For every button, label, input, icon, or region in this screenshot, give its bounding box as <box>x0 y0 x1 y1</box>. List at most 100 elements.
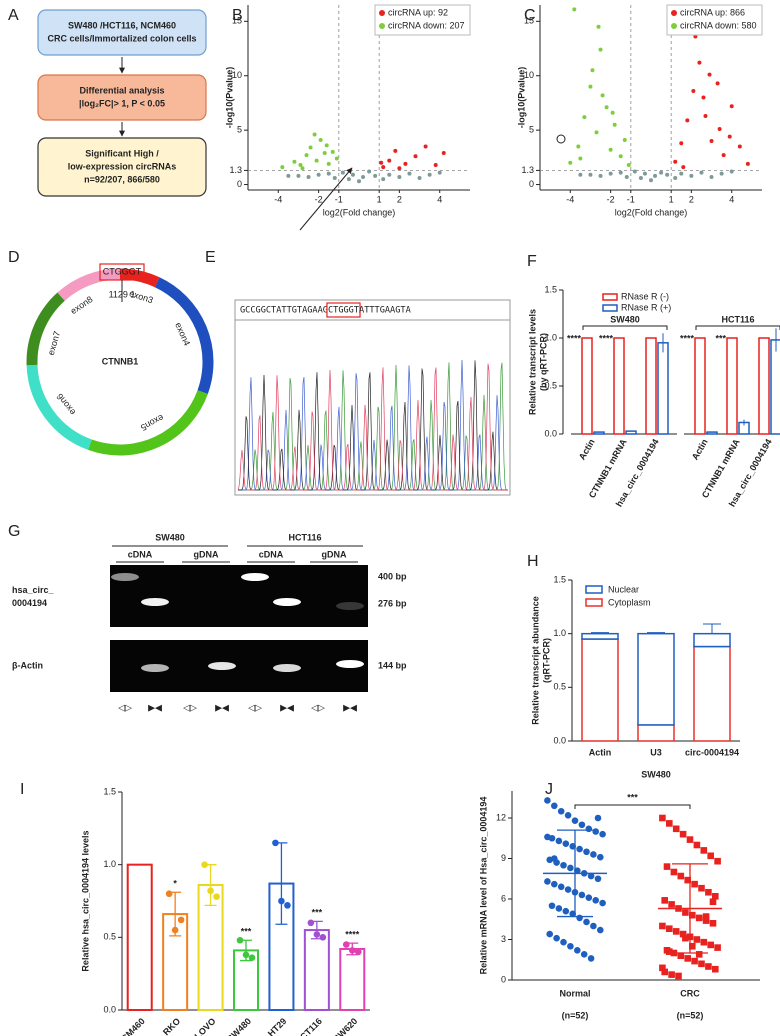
group-bracket <box>582 325 668 330</box>
point <box>313 931 321 938</box>
point <box>171 926 179 934</box>
cell-line: SW480 <box>155 532 185 542</box>
y-tick-label: 1.5 <box>103 786 116 796</box>
sequence-text: CTGGGT <box>328 306 359 316</box>
point <box>280 165 285 170</box>
point <box>598 173 603 178</box>
error-bar <box>703 623 721 634</box>
point <box>717 127 722 132</box>
point <box>551 880 558 888</box>
junction-seq: CTGGGT <box>103 266 142 276</box>
primer: ▶◀ <box>215 702 229 712</box>
band <box>111 573 139 581</box>
group-bracket <box>695 325 780 330</box>
point <box>546 930 553 938</box>
exon-label: exon4 <box>173 321 192 347</box>
y-axis-label: (qRT-PCR) <box>541 638 551 683</box>
gel-top <box>110 565 368 627</box>
point <box>666 925 673 932</box>
flow-text: Significant High / <box>85 148 159 158</box>
y-tick-label: 1.3 <box>521 165 534 175</box>
point <box>691 88 696 93</box>
point <box>666 948 673 955</box>
flow-text: n=92/207, 866/580 <box>84 174 160 184</box>
exon-label: exon8 <box>69 294 95 316</box>
point <box>649 178 653 183</box>
x-tick-label: LOVO <box>193 1016 218 1036</box>
point <box>598 47 603 52</box>
point <box>423 144 428 149</box>
x-tick-label: Actin <box>577 437 597 461</box>
point <box>326 171 331 176</box>
point <box>397 174 402 179</box>
x-tick-label: HCT116 <box>294 1016 324 1036</box>
x-tick-label: -1 <box>335 194 343 204</box>
template: gDNA <box>194 549 219 559</box>
panel-label: D <box>8 249 20 266</box>
y-tick-label: 3 <box>501 934 506 944</box>
y-tick-label: 0.5 <box>103 932 116 942</box>
primer: ▶◀ <box>148 702 162 712</box>
point <box>626 162 631 167</box>
x-tick-label: 2 <box>397 194 402 204</box>
x-tick-label: SW620 <box>331 1016 359 1036</box>
error-bar <box>591 632 609 634</box>
point <box>707 72 712 77</box>
point <box>668 901 675 908</box>
point <box>427 172 432 177</box>
point <box>387 172 392 177</box>
point <box>201 861 208 868</box>
error-bar <box>647 632 665 634</box>
x-tick-label: 1 <box>377 194 382 204</box>
point <box>548 902 556 910</box>
significance: *** <box>312 908 323 918</box>
point <box>677 952 685 959</box>
point <box>571 817 579 824</box>
exon-label: exon7 <box>46 330 62 356</box>
size-label: 400 bp <box>378 571 407 581</box>
point <box>587 872 595 880</box>
bar-segment <box>637 724 675 742</box>
point <box>612 122 617 127</box>
point <box>599 830 606 838</box>
panel-label: B <box>232 7 243 24</box>
y-tick-label: 1.0 <box>553 628 566 638</box>
legend-swatch <box>602 304 618 312</box>
primer: ◁▷ <box>118 702 132 712</box>
exon-arc <box>57 268 121 301</box>
sd-bar <box>672 863 708 954</box>
y-tick-label: 1.5 <box>544 284 557 294</box>
band <box>241 573 269 581</box>
point <box>165 890 173 898</box>
point <box>672 928 680 935</box>
x-tick-label: -2 <box>315 194 323 204</box>
bar-segment <box>581 632 619 640</box>
bar <box>657 342 669 435</box>
legend-swatch <box>671 23 677 29</box>
point <box>697 60 702 65</box>
point <box>272 839 279 847</box>
point <box>346 177 351 182</box>
legend-swatch <box>585 585 603 594</box>
point <box>564 886 572 893</box>
exon-arc <box>154 277 214 394</box>
size-label: 276 bp <box>378 598 407 608</box>
point <box>597 926 604 934</box>
point <box>729 104 734 109</box>
point <box>686 836 694 843</box>
point <box>632 169 637 174</box>
significance: *** <box>241 927 252 937</box>
point <box>700 938 708 946</box>
exon-arc <box>26 364 92 450</box>
point <box>673 159 678 164</box>
point <box>685 118 690 123</box>
point <box>707 852 714 860</box>
x-tick-label: 1 <box>669 194 674 204</box>
legend-box <box>374 4 471 36</box>
x-tick-label: RKO <box>161 1016 182 1036</box>
point <box>693 34 698 39</box>
flow-text: low-expression circRNAs <box>68 161 177 171</box>
exon-arc <box>88 390 208 456</box>
point <box>721 153 726 158</box>
bar <box>758 337 770 435</box>
